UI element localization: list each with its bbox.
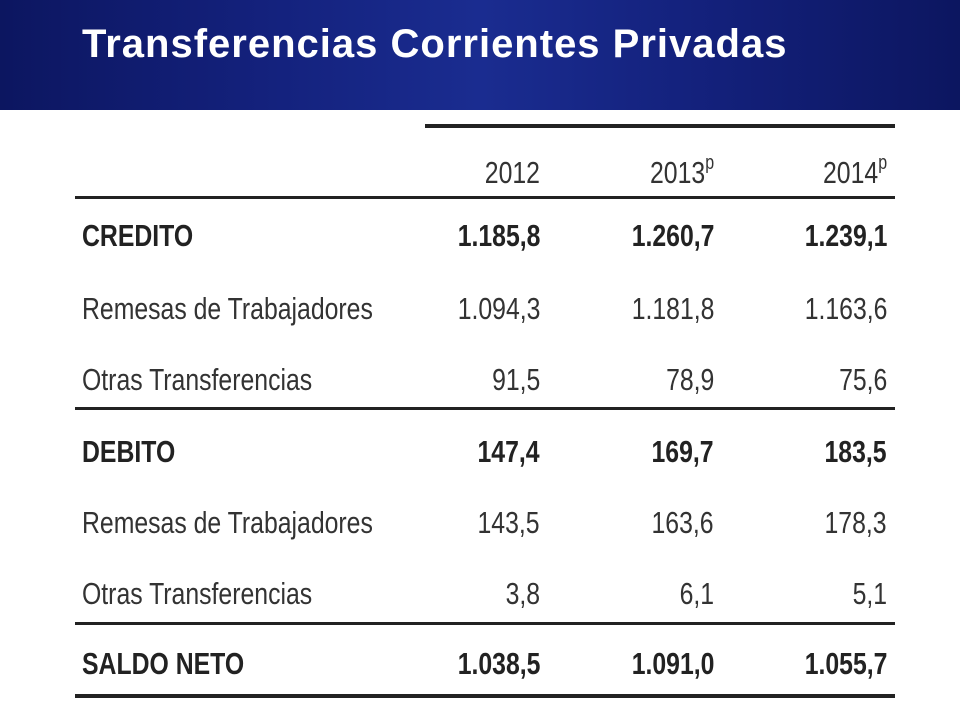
year-header-2013: 2013p (649, 152, 714, 190)
table-cell: 147,4 (477, 434, 540, 469)
table-cell: 1.185,8 (457, 218, 540, 253)
table-cell: 1.094,3 (457, 291, 540, 326)
table-cell: 6,1 (679, 576, 714, 611)
table-cell: 1.055,7 (804, 646, 887, 681)
row-label-saldo-neto: SALDO NETO (82, 646, 245, 681)
table-bottom-rule (75, 694, 895, 698)
row-label-otras-debito: Otras Transferencias (82, 576, 313, 611)
table-top-rule (425, 124, 895, 128)
row-label-debito: DEBITO (82, 434, 176, 469)
table-cell: 163,6 (651, 505, 714, 540)
table-cell: 1.163,6 (804, 291, 887, 326)
credito-section-rule (75, 407, 895, 410)
table-cell: 178,3 (824, 505, 887, 540)
table-cell: 1.260,7 (631, 218, 714, 253)
row-label-credito: CREDITO (82, 218, 194, 253)
table-cell: 75,6 (838, 362, 887, 397)
row-label-remesas-credito: Remesas de Trabajadores (82, 291, 373, 326)
header-bottom-rule (75, 196, 895, 199)
table-cell: 78,9 (665, 362, 714, 397)
table-cell: 91,5 (491, 362, 540, 397)
year-header-2012: 2012 (484, 155, 540, 190)
table-cell: 169,7 (651, 434, 714, 469)
year-header-2014: 2014p (822, 152, 887, 190)
table-cell: 143,5 (477, 505, 540, 540)
table-cell: 1.091,0 (631, 646, 714, 681)
row-label-otras-credito: Otras Transferencias (82, 362, 313, 397)
debito-section-rule (75, 622, 895, 625)
table-cell: 183,5 (824, 434, 887, 469)
slide-title: Transferencias Corrientes Privadas (82, 22, 788, 66)
table-cell: 3,8 (505, 576, 540, 611)
row-label-remesas-debito: Remesas de Trabajadores (82, 505, 373, 540)
table-cell: 5,1 (852, 576, 887, 611)
table-cell: 1.239,1 (804, 218, 887, 253)
table-cell: 1.038,5 (457, 646, 540, 681)
table-cell: 1.181,8 (631, 291, 714, 326)
title-banner: Transferencias Corrientes Privadas (0, 0, 960, 110)
